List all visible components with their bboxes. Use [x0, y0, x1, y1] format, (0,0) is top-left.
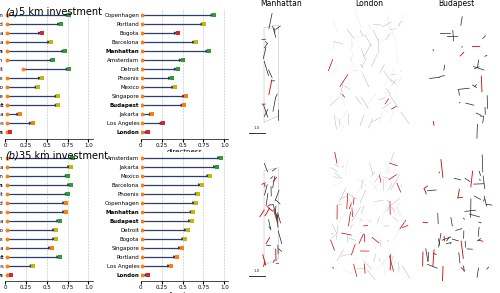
- Text: 1.0: 1.0: [254, 269, 260, 273]
- Text: 35 km investment: 35 km investment: [19, 151, 108, 161]
- Title: London: London: [355, 0, 383, 8]
- X-axis label: directness: directness: [166, 292, 202, 293]
- Title: Budapest: Budapest: [438, 0, 475, 8]
- X-axis label: $l_{LCC}$: $l_{LCC}$: [42, 292, 56, 293]
- X-axis label: directness: directness: [166, 149, 202, 155]
- Text: (a): (a): [5, 7, 18, 17]
- Text: (b): (b): [5, 151, 19, 161]
- Title: Manhattan: Manhattan: [260, 0, 302, 8]
- X-axis label: $l_{LCC}$: $l_{LCC}$: [42, 149, 56, 159]
- Text: 1.0: 1.0: [254, 127, 260, 130]
- Text: 5 km investment: 5 km investment: [19, 7, 102, 17]
